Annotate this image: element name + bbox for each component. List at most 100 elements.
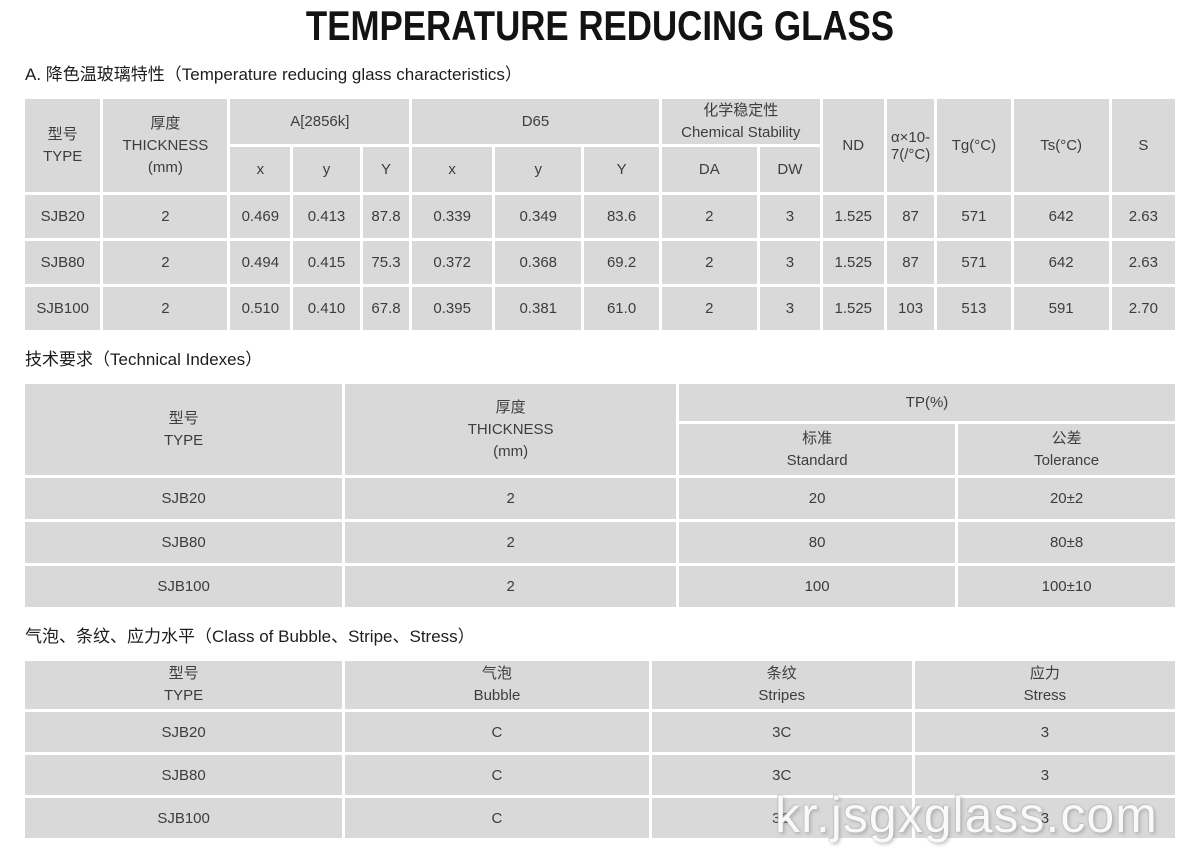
column-header-tp: TP(%) — [679, 384, 1175, 421]
table-subheader-row: x y Y x y Y DA DW — [25, 147, 1175, 192]
technical-indexes-table: 型号 TYPE 厚度 THICKNESS (mm) TP(%) 标准 Stand… — [22, 381, 1178, 610]
cell-thickness: 2 — [345, 566, 677, 607]
cell-nd: 1.525 — [822, 287, 884, 330]
cell-type: SJB100 — [25, 566, 343, 607]
column-header-stress: 应力 Stress — [914, 661, 1175, 709]
cell-bubble: C — [345, 755, 649, 795]
characteristics-table: 型号 TYPE 厚度 THICKNESS (mm) A[2856k] D65 化… — [22, 96, 1178, 333]
subheader-a-y: y — [293, 147, 360, 192]
header-thickness-unit: (mm) — [493, 442, 529, 460]
header-type-en: TYPE — [164, 431, 204, 449]
cell-alpha: 87 — [886, 241, 935, 284]
cell-type: SJB20 — [25, 712, 343, 752]
subheader-d65-Y: Y — [584, 147, 659, 192]
cell-s: 2.63 — [1111, 195, 1175, 238]
cell-thickness: 2 — [345, 522, 677, 563]
subheader-d65-x: x — [412, 147, 493, 192]
header-tolerance-en: Tolerance — [1034, 451, 1100, 469]
cell-standard: 80 — [679, 522, 956, 563]
cell-tolerance: 20±2 — [958, 478, 1175, 519]
subheader-d65-y: y — [495, 147, 582, 192]
header-thickness-en: THICKNESS — [122, 136, 209, 154]
table-row: SJB20 C 3C 3 — [25, 712, 1175, 752]
cell-a-Y: 75.3 — [362, 241, 410, 284]
cell-s: 2.70 — [1111, 287, 1175, 330]
header-bubble-en: Bubble — [473, 687, 521, 704]
header-type-en: TYPE — [164, 687, 204, 704]
cell-stress: 3 — [914, 798, 1175, 838]
table-row: SJB80 2 80 80±8 — [25, 522, 1175, 563]
subheader-a-Y: Y — [362, 147, 410, 192]
cell-type: SJB20 — [25, 195, 101, 238]
cell-alpha: 87 — [886, 195, 935, 238]
header-tolerance-zh: 公差 — [1051, 429, 1082, 447]
cell-tg: 513 — [937, 287, 1011, 330]
table-header-row: 型号 TYPE 气泡 Bubble 条纹 Stripes 应力 Stress — [25, 661, 1175, 709]
cell-tg: 571 — [937, 241, 1011, 284]
table-row: SJB20 2 0.469 0.413 87.8 0.339 0.349 83.… — [25, 195, 1175, 238]
subheader-da: DA — [661, 147, 757, 192]
cell-tg: 571 — [937, 195, 1011, 238]
cell-d65-Y: 69.2 — [584, 241, 659, 284]
header-thickness-zh: 厚度 — [150, 114, 181, 132]
cell-thickness: 2 — [103, 195, 228, 238]
column-header-chemical-stability: 化学稳定性 Chemical Stability — [661, 99, 820, 144]
header-stress-en: Stress — [1023, 687, 1067, 704]
bubble-stripe-stress-table: 型号 TYPE 气泡 Bubble 条纹 Stripes 应力 Stress S… — [22, 658, 1178, 841]
cell-d65-x: 0.395 — [412, 287, 493, 330]
header-type-zh: 型号 — [168, 665, 199, 682]
cell-thickness: 2 — [103, 241, 228, 284]
subheader-tolerance: 公差 Tolerance — [958, 424, 1175, 475]
cell-d65-y: 0.349 — [495, 195, 582, 238]
subheader-standard: 标准 Standard — [679, 424, 956, 475]
cell-tolerance: 80±8 — [958, 522, 1175, 563]
column-header-a2856k: A[2856k] — [230, 99, 410, 144]
header-standard-zh: 标准 — [802, 429, 833, 447]
cell-type: SJB80 — [25, 755, 343, 795]
cell-a-y: 0.410 — [293, 287, 360, 330]
cell-a-x: 0.510 — [230, 287, 291, 330]
header-thickness-en: THICKNESS — [467, 420, 554, 438]
cell-stress: 3 — [914, 755, 1175, 795]
cell-type: SJB20 — [25, 478, 343, 519]
cell-a-Y: 87.8 — [362, 195, 410, 238]
cell-a-y: 0.413 — [293, 195, 360, 238]
cell-ts: 642 — [1013, 195, 1109, 238]
column-header-thickness: 厚度 THICKNESS (mm) — [345, 384, 677, 475]
cell-da: 2 — [661, 241, 757, 284]
cell-d65-Y: 61.0 — [584, 287, 659, 330]
column-header-nd: ND — [822, 99, 884, 192]
cell-bubble: C — [345, 712, 649, 752]
cell-ts: 642 — [1013, 241, 1109, 284]
header-stripes-en: Stripes — [758, 687, 806, 704]
cell-a-x: 0.469 — [230, 195, 291, 238]
cell-da: 2 — [661, 287, 757, 330]
cell-nd: 1.525 — [822, 195, 884, 238]
header-stress-zh: 应力 — [1029, 665, 1060, 682]
cell-tolerance: 100±10 — [958, 566, 1175, 607]
section-heading-bubble-stripe-stress: 气泡、条纹、应力水平（Class of Bubble、Stripe、Stress… — [25, 627, 475, 646]
watermark: kr.jsgxglass.com — [775, 787, 1158, 843]
cell-stripes: 3C — [651, 755, 912, 795]
cell-thickness: 2 — [345, 478, 677, 519]
table-row: SJB100 2 0.510 0.410 67.8 0.395 0.381 61… — [25, 287, 1175, 330]
subheader-dw: DW — [759, 147, 820, 192]
cell-alpha: 103 — [886, 287, 935, 330]
cell-a-y: 0.415 — [293, 241, 360, 284]
cell-s: 2.63 — [1111, 241, 1175, 284]
header-thickness-zh: 厚度 — [495, 398, 526, 416]
cell-stripes: 3C — [651, 712, 912, 752]
cell-d65-Y: 83.6 — [584, 195, 659, 238]
cell-d65-x: 0.372 — [412, 241, 493, 284]
cell-standard: 20 — [679, 478, 956, 519]
header-stripes-zh: 条纹 — [766, 665, 797, 682]
cell-stress: 3 — [914, 712, 1175, 752]
cell-type: SJB100 — [25, 287, 101, 330]
header-type-zh: 型号 — [168, 409, 199, 427]
table-header-row: 型号 TYPE 厚度 THICKNESS (mm) TP(%) — [25, 384, 1175, 475]
page-title: TEMPERATURE REDUCING GLASS — [305, 2, 895, 49]
column-header-ts: Ts(°C) — [1013, 99, 1109, 192]
cell-type: SJB80 — [25, 522, 343, 563]
cell-da: 2 — [661, 195, 757, 238]
cell-standard: 100 — [679, 566, 956, 607]
